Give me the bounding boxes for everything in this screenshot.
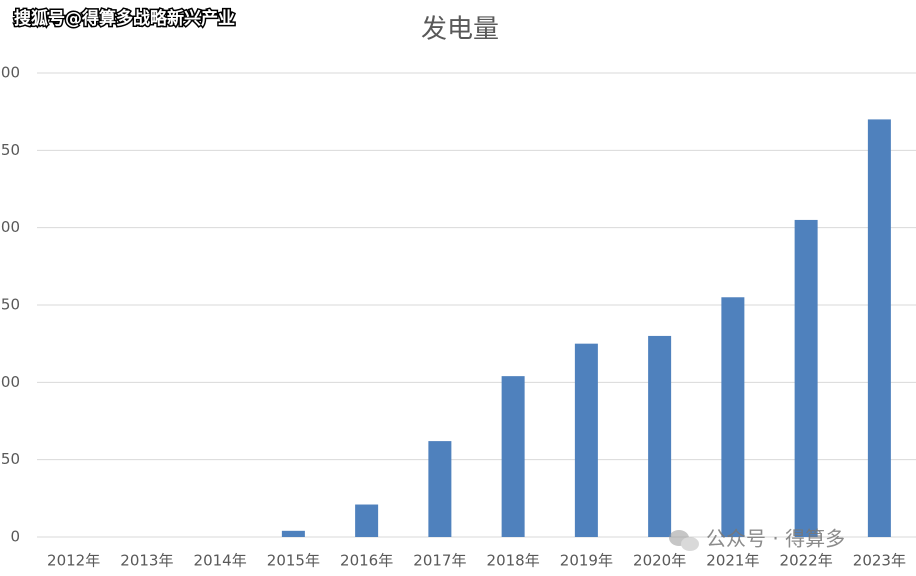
wechat-icon — [669, 530, 699, 551]
x-tick-label: 2018年 — [487, 552, 540, 570]
watermark: 搜狐号@得算多战略新兴产业 — [14, 8, 235, 29]
bar — [867, 119, 891, 538]
x-tick-label: 2019年 — [560, 552, 613, 570]
y-tick-label: 0 — [10, 528, 20, 546]
x-tick-label: 2016年 — [340, 552, 393, 570]
bar — [501, 376, 525, 537]
chart-title: 发电量 — [421, 15, 499, 45]
bar — [428, 441, 452, 537]
x-tick-label: 2015年 — [267, 552, 320, 570]
bar — [281, 530, 305, 537]
x-tick-label: 2023年 — [853, 552, 906, 570]
bar — [721, 297, 745, 537]
x-tick-label: 2017年 — [413, 552, 466, 570]
bar — [574, 343, 598, 537]
bar — [794, 219, 818, 537]
y-tick-label: 150 — [0, 296, 20, 314]
y-tick-label: 300 — [0, 64, 20, 82]
y-tick-label: 250 — [0, 141, 20, 159]
bar — [355, 504, 379, 537]
bar — [648, 335, 672, 537]
y-tick-label: 100 — [0, 373, 20, 391]
watermark: 公众号 · 得算多 — [706, 527, 845, 551]
x-tick-label: 2012年 — [47, 552, 100, 570]
x-tick-label: 2021年 — [706, 552, 759, 570]
y-tick-label: 50 — [1, 450, 20, 468]
x-tick-label: 2020年 — [633, 552, 686, 570]
x-tick-label: 2013年 — [120, 552, 173, 570]
y-tick-label: 200 — [0, 218, 20, 236]
x-tick-label: 2022年 — [780, 552, 833, 570]
x-tick-label: 2014年 — [194, 552, 247, 570]
